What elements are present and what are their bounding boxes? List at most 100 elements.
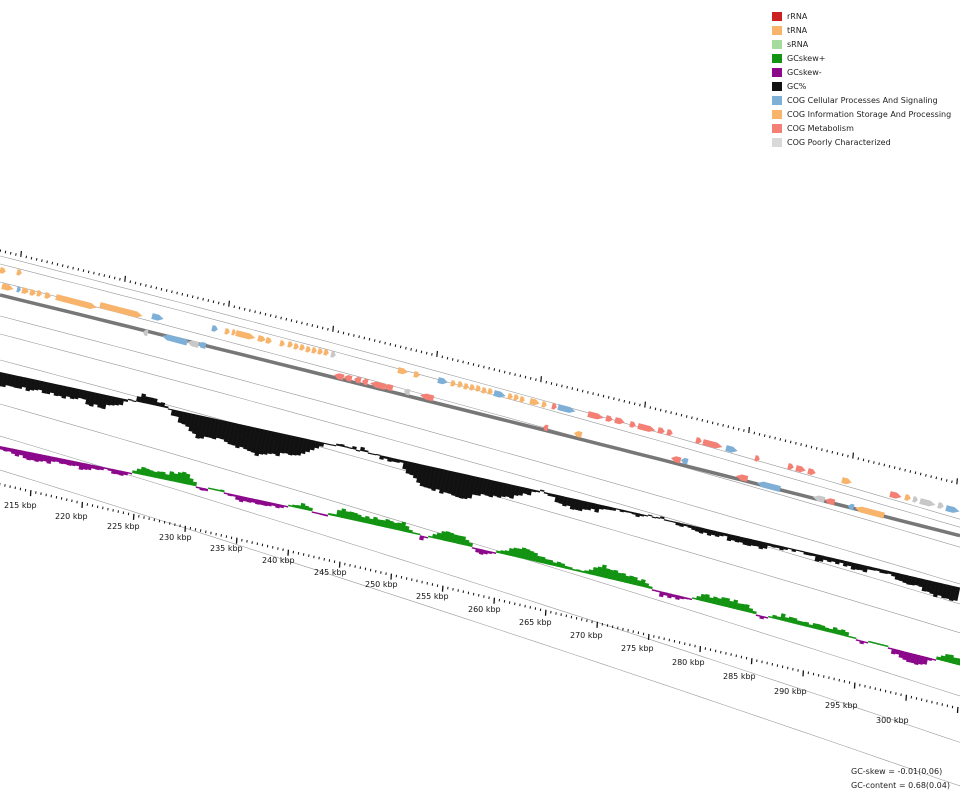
outer-tick (295, 320, 298, 324)
outer-tick (280, 316, 282, 320)
skew-positive-bar (360, 516, 366, 523)
guide-line (0, 333, 960, 605)
scale-labels: 215 kbp 220 kbp 225 kbp 230 kbp 235 kbp … (4, 501, 909, 725)
gc-bar (476, 477, 485, 496)
gc-content-track (0, 372, 960, 602)
gc-bar (352, 446, 357, 450)
skew-positive-bar (544, 558, 550, 565)
skew-negative-bar (679, 595, 685, 600)
gc-skew-stat: GC-skew = -0.01(0.06) (851, 767, 943, 776)
outer-tick (249, 309, 251, 312)
gc-bar (734, 535, 741, 543)
outer-tick (722, 424, 724, 427)
feature-arrow (404, 388, 411, 396)
guide-line (0, 435, 960, 743)
gc-bar (284, 434, 293, 454)
feature-arrow (912, 496, 918, 503)
outer-tick (264, 312, 267, 316)
skew-negative-bar (859, 640, 865, 645)
gc-bar (0, 372, 5, 387)
outer-tick (503, 370, 506, 374)
gc-bar (155, 402, 161, 407)
skew-negative-bar (922, 656, 929, 665)
feature-arrow (151, 313, 164, 321)
gc-bar (814, 554, 821, 562)
gc-bar (458, 473, 469, 499)
outer-tick (831, 450, 834, 454)
gc-bar (170, 409, 177, 417)
gc-bar (937, 582, 945, 596)
feature-arrow (397, 367, 408, 375)
gc-bar (250, 427, 261, 453)
gc-bar (309, 440, 317, 451)
gc-bar (754, 540, 761, 547)
gc-bar (823, 555, 829, 561)
outer-tick (493, 368, 496, 371)
gc-bar (97, 393, 105, 408)
skew-negative-bar (471, 547, 477, 550)
outer-tick (821, 448, 823, 452)
skew-positive-bar (136, 468, 142, 475)
outer-tick (373, 339, 376, 342)
gc-bar (554, 494, 561, 503)
outer-tick (550, 382, 553, 385)
skew-negative-bar (755, 614, 761, 617)
skew-negative-bar (66, 459, 73, 466)
skew-positive-bar (356, 514, 362, 522)
outer-tick (852, 452, 854, 459)
gc-bar (953, 586, 960, 602)
skew-negative-bar (863, 641, 869, 644)
skew-positive-bar (775, 616, 781, 621)
outer-tick (405, 346, 407, 350)
outer-tick (940, 477, 943, 481)
skew-positive-bar (591, 566, 598, 576)
outer-tick (20, 250, 22, 258)
feature-arrow (323, 349, 329, 356)
gc-bar (603, 505, 609, 510)
skew-positive-bar (211, 488, 217, 491)
gc-bar (262, 430, 273, 455)
gc-bar (551, 493, 557, 498)
feature-arrow (354, 376, 362, 384)
gc-bar (45, 382, 53, 395)
skew-negative-bar (263, 500, 269, 507)
outer-tick (410, 347, 412, 351)
gc-bar (698, 527, 705, 534)
gc-bar (258, 429, 269, 455)
gc-bar (235, 424, 245, 449)
skew-negative-bar (251, 498, 257, 504)
skew-positive-bar (364, 515, 370, 524)
gc-bar (360, 446, 366, 452)
gc-bar (454, 473, 465, 498)
tick-label-250: 250 kbp (365, 580, 398, 589)
skew-negative-bar (763, 616, 769, 619)
outer-tick (379, 340, 381, 344)
gc-bar (89, 391, 97, 407)
outer-tick (332, 325, 334, 332)
legend-label: tRNA (787, 25, 808, 35)
outer-tick (587, 390, 589, 394)
feature-arrow (344, 375, 353, 382)
feature-arrow (557, 404, 576, 413)
gc-bar (750, 539, 757, 547)
outer-tick (951, 480, 953, 484)
gc-bar (127, 398, 133, 401)
outer-tick (665, 410, 667, 413)
skew-positive-bar (956, 658, 960, 666)
outer-tick (592, 392, 594, 395)
outer-tick (223, 302, 225, 306)
feature-arrow (413, 371, 420, 378)
gc-bar (423, 465, 433, 488)
gc-bar (738, 536, 745, 543)
skew-negative-bar (890, 648, 897, 655)
skew-positive-bar (556, 561, 562, 568)
gc-bar (758, 541, 765, 550)
outer-tick (571, 387, 574, 390)
skew-negative-bar (95, 465, 101, 471)
tick-label-265: 265 kbp (519, 618, 552, 627)
skew-negative-bar (103, 467, 109, 470)
skew-positive-bar (784, 617, 790, 623)
skew-negative-bar (918, 655, 925, 665)
outer-tick (649, 406, 652, 409)
outer-tick (4, 250, 7, 254)
